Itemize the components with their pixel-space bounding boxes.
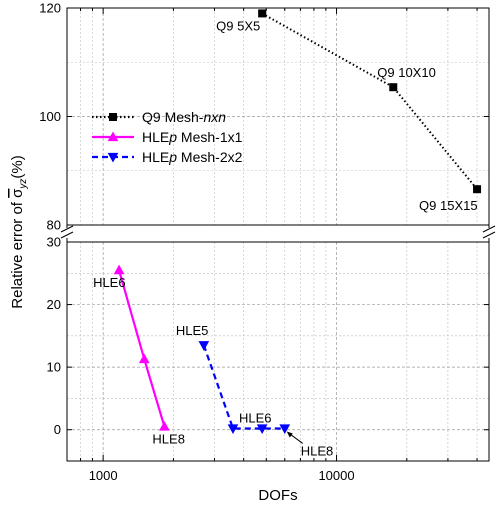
point-labels: Q9 5X5 Q9 10X10 Q9 15X15 HLE6 HLE8 HLE5 HLE6 HL… <box>93 18 478 458</box>
axis-break-mark <box>482 225 496 233</box>
annotation-arrowhead <box>286 431 293 438</box>
series-line <box>202 344 285 430</box>
legend-label-part: p <box>168 129 177 145</box>
legend-label-part: Mesh-1x1 <box>177 129 243 145</box>
legend-marker <box>107 131 119 142</box>
legend-label-part: Q9 Mesh- <box>142 109 204 125</box>
point-label: Q9 5X5 <box>216 18 260 33</box>
y-axis-title-subscript: yz <box>18 179 29 190</box>
series-1 <box>113 264 170 431</box>
legend-label: HLEp Mesh-2x2 <box>142 149 243 165</box>
legend-label-part: nxn <box>203 109 226 125</box>
series-layer <box>113 9 482 434</box>
axis-break-gap <box>483 228 495 238</box>
series-0 <box>258 9 482 194</box>
legend-label-part: HLE <box>142 129 169 145</box>
legend-label-part: HLE <box>142 149 169 165</box>
legend-label-part: Mesh-2x2 <box>177 149 243 165</box>
y-axis-title-symbol: σ <box>9 188 26 198</box>
y-axis-title-suffix: (%) <box>9 155 26 178</box>
y-tick-label: 100 <box>39 109 61 124</box>
series-line <box>261 12 478 190</box>
series-2 <box>198 341 291 434</box>
axis-break-mark <box>60 231 74 239</box>
y-tick-label: 80 <box>47 218 61 233</box>
point-label: Q9 10X10 <box>377 65 436 80</box>
axis-titles: DOFs Relative error of σyz(%) <box>9 155 298 504</box>
data-point <box>473 185 482 194</box>
axis-break-mark <box>482 231 496 239</box>
data-point <box>258 9 267 18</box>
series-line <box>118 269 166 427</box>
point-label: HLE6 <box>93 275 126 290</box>
x-tick-label: 1000 <box>89 468 118 483</box>
legend-label: Q9 Mesh-nxn <box>142 109 226 125</box>
x-tick-label: 10000 <box>318 468 354 483</box>
data-point <box>389 83 398 92</box>
axis-break-mark <box>60 225 74 233</box>
point-label: Q9 15X15 <box>419 198 478 213</box>
legend-marker <box>109 113 117 121</box>
panel-frame-lower <box>66 241 490 462</box>
y-tick-label: 20 <box>47 297 61 312</box>
x-axis-title: DOFs <box>258 487 297 504</box>
axis-break-gap <box>61 228 73 238</box>
point-label: HLE6 <box>239 410 272 425</box>
data-point <box>138 353 150 364</box>
y-tick-label: 30 <box>47 235 61 250</box>
point-label: HLE5 <box>176 323 209 338</box>
data-point <box>113 264 125 275</box>
data-point <box>159 421 170 431</box>
y-tick-label: 0 <box>54 422 61 437</box>
axis-ticks: 80 100 120 0 10 20 30 1000 10000 <box>39 1 489 483</box>
legend-label: HLEp Mesh-1x1 <box>142 129 243 145</box>
data-point <box>227 424 239 434</box>
y-axis-title: Relative error of σyz(%) <box>9 155 29 308</box>
data-point <box>279 424 291 434</box>
point-label: HLE8 <box>301 443 334 458</box>
y-tick-label: 10 <box>47 360 61 375</box>
data-point <box>198 341 210 351</box>
legend-marker <box>107 152 119 163</box>
legend-label-part: p <box>168 149 177 165</box>
point-label: HLE8 <box>152 432 185 447</box>
y-axis-title-prefix: Relative error of <box>9 198 26 309</box>
data-point <box>256 424 268 434</box>
y-tick-label: 120 <box>39 1 61 16</box>
